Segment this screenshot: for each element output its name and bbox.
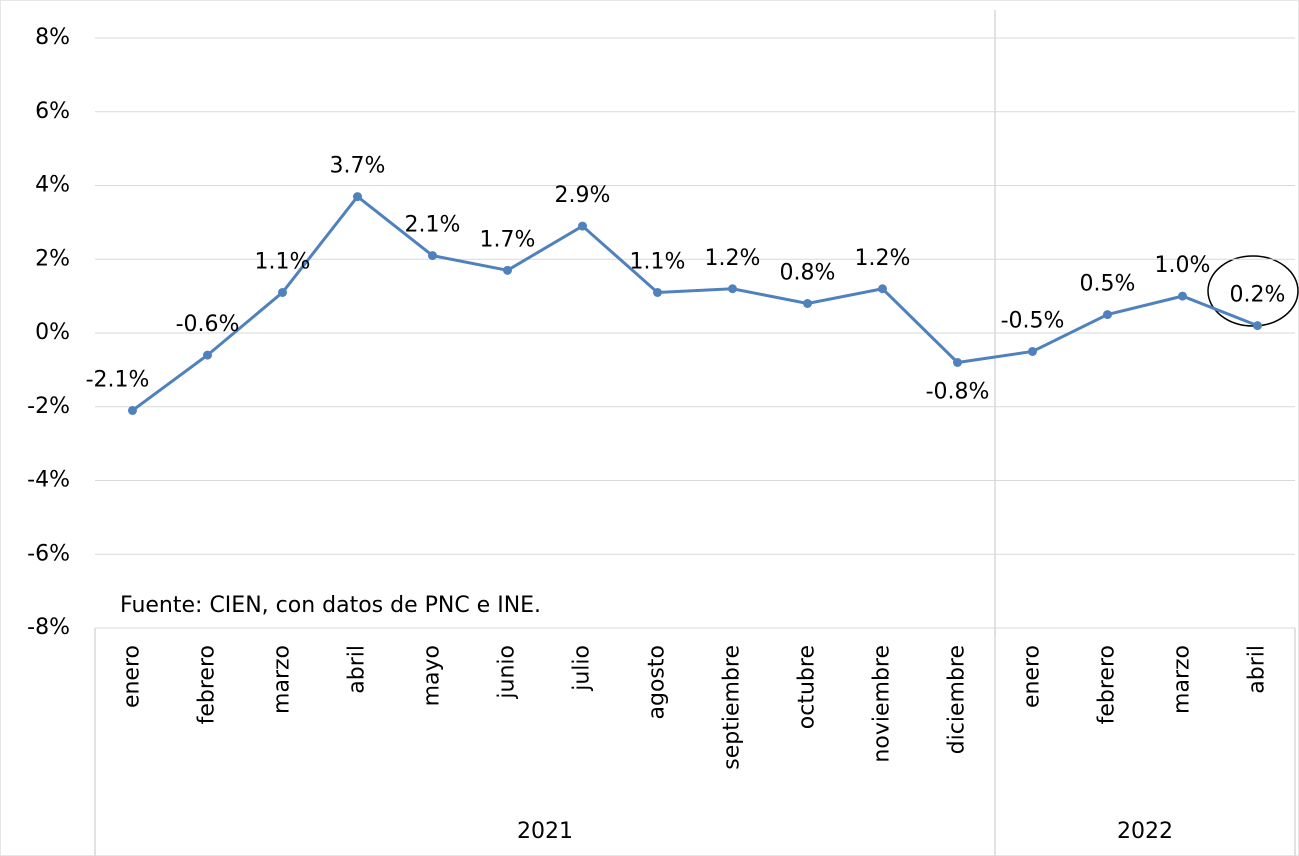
- data-point: [1253, 321, 1262, 331]
- data-label: -0.6%: [176, 312, 240, 337]
- data-label: 1.2%: [855, 246, 911, 271]
- data-label: 1.2%: [705, 246, 761, 271]
- x-tick-label: mayo: [420, 645, 445, 706]
- x-tick-label: julio: [570, 645, 595, 692]
- data-point: [953, 358, 962, 367]
- data-label: 2.1%: [405, 213, 461, 238]
- data-label: 0.8%: [780, 261, 836, 286]
- data-label: -0.8%: [926, 380, 990, 405]
- data-label: 1.1%: [630, 249, 686, 274]
- data-label: -0.5%: [1001, 308, 1065, 333]
- x-tick-label: junio: [495, 645, 520, 700]
- data-line: [131, 194, 1259, 412]
- source-note: Fuente: CIEN, con datos de PNC e INE.: [120, 593, 541, 618]
- data-point: [503, 265, 512, 275]
- data-point: [1178, 291, 1187, 301]
- group-label: 2021: [517, 819, 573, 844]
- data-point: [128, 405, 137, 415]
- data-label: 1.1%: [255, 249, 311, 274]
- group-label: 2022: [1117, 819, 1173, 844]
- x-tick-label: febrero: [195, 645, 220, 724]
- x-tick-label: marzo: [270, 645, 295, 714]
- data-label: 1.0%: [1155, 253, 1211, 278]
- data-label: 3.7%: [330, 154, 386, 179]
- data-point: [653, 287, 662, 297]
- data-point: [878, 284, 887, 294]
- data-label: 2.9%: [555, 183, 611, 208]
- x-tick-label: abril: [345, 645, 370, 694]
- x-tick-label: septiembre: [720, 645, 745, 770]
- y-tick-label: 2%: [35, 246, 70, 271]
- data-point: [728, 284, 737, 294]
- data-point: [803, 299, 812, 308]
- x-tick-label: abril: [1245, 645, 1270, 694]
- x-tick-label: enero: [120, 645, 145, 708]
- y-tick-label: -6%: [27, 541, 70, 566]
- highlight-circle: [1207, 255, 1299, 327]
- y-tick-label: 0%: [35, 320, 70, 345]
- data-label: 1.7%: [480, 227, 536, 252]
- data-label: 0.2%: [1230, 283, 1286, 308]
- x-tick-label: noviembre: [870, 645, 895, 763]
- y-tick-label: -8%: [27, 615, 70, 640]
- data-point: [278, 287, 287, 297]
- data-point: [1103, 310, 1112, 320]
- x-tick-label: diciembre: [945, 645, 970, 754]
- data-label: -2.1%: [86, 367, 150, 392]
- data-point: [428, 251, 437, 261]
- x-tick-label: febrero: [1095, 645, 1120, 724]
- x-tick-label: agosto: [645, 645, 670, 719]
- y-tick-label: -4%: [27, 468, 70, 493]
- data-point: [1028, 346, 1037, 356]
- x-tick-label: enero: [1020, 645, 1045, 708]
- y-tick-label: -2%: [27, 394, 70, 419]
- x-tick-label: octubre: [795, 645, 820, 729]
- data-point: [578, 221, 587, 231]
- data-point: [353, 192, 362, 202]
- data-label: 0.5%: [1080, 272, 1136, 297]
- data-point: [203, 350, 212, 360]
- y-tick-label: 8%: [35, 25, 70, 50]
- y-tick-label: 4%: [35, 173, 70, 198]
- x-tick-label: marzo: [1170, 645, 1195, 714]
- y-tick-label: 6%: [35, 99, 70, 124]
